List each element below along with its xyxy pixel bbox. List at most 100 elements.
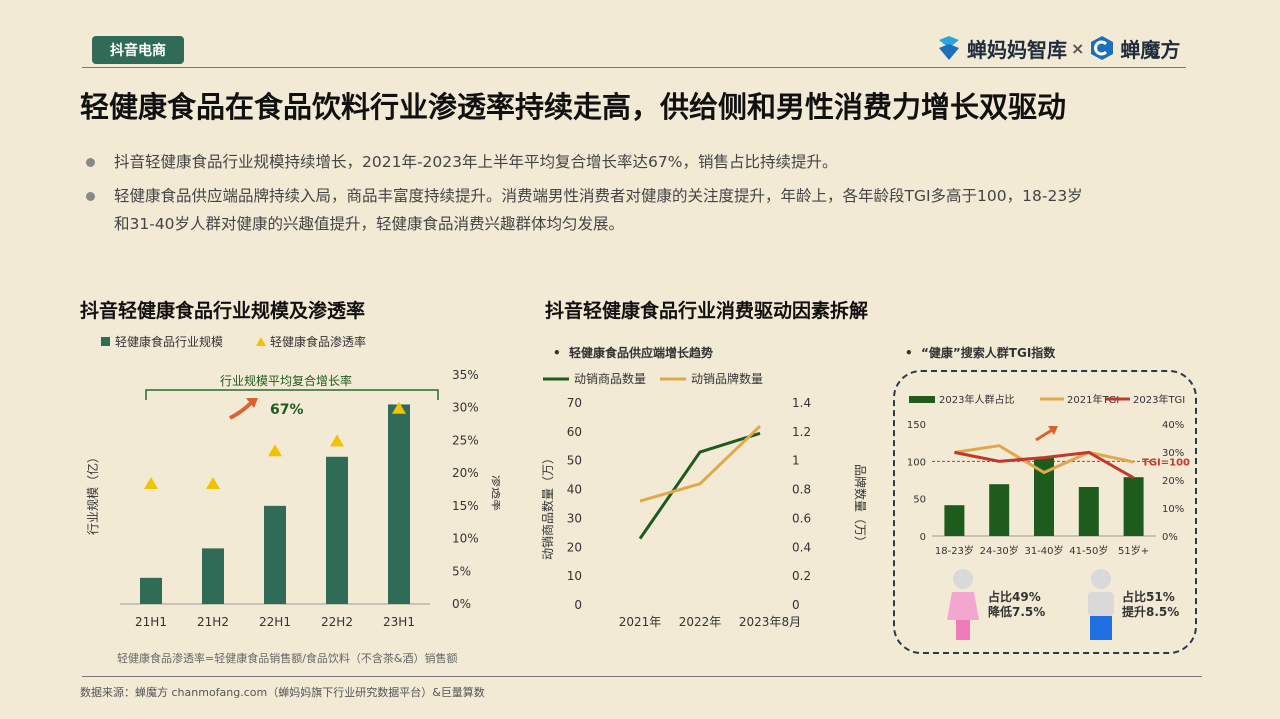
bar-scale — [264, 505, 286, 604]
x-tick-label: 31-40岁 — [1024, 544, 1063, 557]
x-tick-label: 18-23岁 — [935, 544, 974, 557]
tgi-reference-label: TGI=100 — [1142, 457, 1190, 468]
y-tick-label: 70 — [567, 396, 582, 410]
y-tick-label: 50 — [913, 495, 926, 506]
x-tick-label: 2022年 — [679, 615, 722, 629]
x-tick-label: 22H2 — [321, 615, 353, 629]
bullet-dot — [86, 158, 95, 167]
male-change-text: 提升8.5% — [1122, 605, 1180, 619]
y2-tick-label: 10% — [1162, 504, 1184, 515]
y-tick-label: 10 — [567, 569, 582, 583]
bar-scale — [326, 456, 348, 604]
y2-tick-label: 30% — [1162, 448, 1184, 459]
y2-tick-label: 25% — [452, 433, 479, 447]
cagr-value: 67% — [270, 402, 304, 418]
bar-share — [1123, 477, 1144, 536]
y-axis-title: 行业规模（亿） — [85, 451, 100, 535]
y2-tick-label: 20% — [452, 466, 479, 480]
y2-tick-label: 5% — [452, 564, 471, 578]
supply-trend-subtitle-text: 轻健康食品供应端增长趋势 — [569, 346, 714, 360]
y2-tick-label: 0.4 — [792, 540, 811, 554]
female-figure-icon — [947, 569, 979, 640]
bullet-item-1: 抖音轻健康食品行业规模持续增长，2021年-2023年上半年平均复合增长率达67… — [86, 148, 1186, 176]
penetration-marker — [330, 434, 344, 447]
penetration-formula-note: 轻健康食品渗透率=轻健康食品销售额/食品饮料（不含茶&酒）销售额 — [117, 652, 458, 665]
industry-scale-chart-plot: 轻健康食品行业规模 轻健康食品渗透率 0% 5% 10% 15% 20% 25% 30% 35% 行… — [85, 334, 500, 629]
growth-arrow-icon — [229, 400, 254, 420]
penetration-marker — [144, 476, 158, 489]
chanmama-logo: 蝉妈妈智库 × 蝉魔方 — [935, 32, 1180, 64]
y-axis-title: 动销商品数量（万） — [540, 452, 555, 560]
y2-tick-label: 30% — [452, 401, 479, 415]
legend-label-brands: 动销品牌数量 — [691, 371, 763, 386]
legend-label-products: 动销商品数量 — [574, 371, 646, 386]
bar-share — [1078, 487, 1099, 536]
female-share-text: 占比49% — [988, 590, 1041, 604]
penetration-marker — [206, 476, 220, 489]
chanmofang-logo-text: 蝉魔方 — [1120, 37, 1181, 62]
bar-share — [1034, 457, 1054, 536]
y2-tick-label: 0.8 — [792, 483, 811, 497]
bar-scale — [388, 404, 410, 604]
data-source: 数据来源：蝉魔方 chanmofang.com（蝉妈妈旗下行业研究数据平台）&巨… — [80, 686, 485, 699]
y2-tick-label: 15% — [452, 499, 479, 513]
page-title: 轻健康食品在食品饮料行业渗透率持续走高，供给侧和男性消费力增长双驱动 — [80, 90, 1067, 124]
y-tick-label: 0 — [920, 532, 926, 543]
x-tick-label: 21H1 — [135, 615, 167, 629]
legend-swatch-penetration — [256, 337, 266, 346]
y2-tick-label: 0% — [452, 597, 471, 611]
tgi-chart: 2023年人群占比 2021年TGI 2023年TGI 0 50 100 150 0% 10% 2… — [907, 393, 1190, 557]
x-tick-label: 41-50岁 — [1069, 544, 1108, 557]
y-tick-label: 30 — [567, 511, 582, 525]
y-tick-label: 150 — [907, 420, 926, 431]
legend-label-share: 2023年人群占比 — [939, 393, 1014, 406]
cagr-annotation: 行业规模平均复合增长率 — [220, 373, 352, 388]
header-divider — [82, 67, 1186, 68]
tgi-subtitle: • “健康”搜索人群TGI指数 — [905, 346, 1056, 360]
legend-label-tgi2023: 2023年TGI — [1133, 393, 1185, 406]
legend-label-scale: 轻健康食品行业规模 — [115, 334, 223, 349]
male-figure-icon — [1088, 569, 1114, 640]
y2-tick-label: 0.6 — [792, 511, 811, 525]
tgi-subtitle-text: “健康”搜索人群TGI指数 — [921, 346, 1056, 360]
y-tick-label: 20 — [567, 540, 582, 554]
y2-axis-title: 渗透率 — [490, 475, 500, 511]
chanmama-logo-icon — [939, 36, 959, 60]
penetration-marker — [392, 401, 406, 414]
legend-swatch-scale — [101, 337, 110, 346]
bullet-text-2: 轻健康食品供应端品牌持续入局，商品丰富度持续提升。消费端男性消费者对健康的关注度… — [114, 187, 1083, 205]
x-tick-label: 21H2 — [197, 615, 229, 629]
y-tick-label: 50 — [567, 454, 582, 468]
y2-tick-label: 40% — [1162, 420, 1184, 431]
y-tick-label: 60 — [567, 425, 582, 439]
bullet-text-3: 和31-40岁人群对健康的兴趣值提升，轻健康食品消费兴趣群体均匀发展。 — [114, 215, 625, 233]
trend-arrow-head-icon — [1048, 426, 1058, 435]
male-share-text: 占比51% — [1122, 590, 1175, 604]
x-tick-label: 2021年 — [619, 615, 662, 629]
penetration-marker — [268, 444, 282, 457]
y2-tick-label: 0% — [1162, 532, 1178, 543]
series-line-tgi2023 — [954, 450, 1135, 480]
y2-axis-title: 品牌数量（万） — [853, 464, 868, 548]
y2-tick-label: 10% — [452, 532, 479, 546]
y2-tick-label: 1.2 — [792, 425, 811, 439]
y-tick-label: 100 — [907, 457, 926, 468]
bullet-text-1: 抖音轻健康食品行业规模持续增长，2021年-2023年上半年平均复合增长率达67… — [114, 153, 838, 171]
y-tick-label: 40 — [567, 483, 582, 497]
supply-trend-subtitle: • 轻健康食品供应端增长趋势 — [553, 346, 714, 360]
right-section-title: 抖音轻健康食品行业消费驱动因素拆解 — [545, 300, 869, 322]
bar-share — [989, 484, 1010, 536]
y2-tick-label: 0 — [792, 598, 800, 612]
x-tick-label: 2023年8月 — [739, 615, 801, 629]
bullet-item-2: 轻健康食品供应端品牌持续入局，商品丰富度持续提升。消费端男性消费者对健康的关注度… — [86, 182, 1206, 238]
trend-arrow-icon — [1035, 428, 1053, 442]
tgi-chart-plot: 2023年人群占比 2021年TGI 2023年TGI 0 50 100 150 0% 10% 2… — [907, 393, 1190, 557]
y2-tick-label: 35% — [452, 368, 479, 382]
bar-scale — [202, 548, 224, 604]
y2-tick-label: 1.4 — [792, 396, 811, 410]
y2-tick-label: 0.2 — [792, 569, 811, 583]
x-tick-label: 51岁+ — [1118, 544, 1149, 557]
chanmama-logo-text: 蝉妈妈智库 — [967, 37, 1067, 62]
y2-tick-label: 1 — [792, 454, 800, 468]
legend-label-penetration: 轻健康食品渗透率 — [270, 334, 366, 349]
